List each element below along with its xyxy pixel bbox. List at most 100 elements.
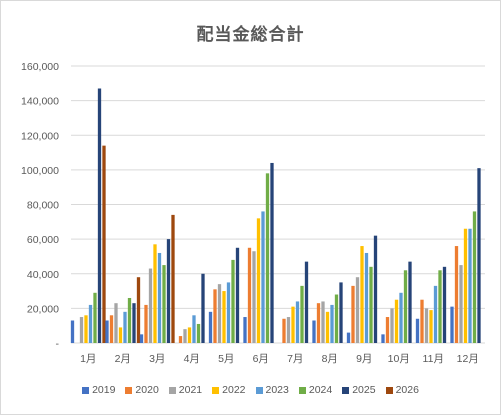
bar <box>226 282 231 343</box>
bar <box>196 323 201 343</box>
legend-swatch <box>212 386 220 394</box>
bar <box>472 211 477 343</box>
bar <box>88 304 93 343</box>
bar <box>127 297 132 343</box>
bar <box>282 318 286 343</box>
bar <box>118 327 123 343</box>
bar <box>295 301 300 343</box>
y-tick-label: 40,000 <box>27 269 59 281</box>
y-tick-label: 20,000 <box>27 303 59 315</box>
bar <box>166 239 171 343</box>
bar <box>415 318 420 343</box>
bar <box>261 211 265 343</box>
bar <box>346 332 351 343</box>
y-tick-label: 120,000 <box>21 130 59 142</box>
bar <box>351 285 355 343</box>
bar <box>381 334 385 343</box>
legend-swatch <box>255 386 263 394</box>
bar <box>109 315 114 343</box>
bar <box>459 265 463 343</box>
legend-label: 2025 <box>352 384 376 396</box>
bar <box>300 285 304 343</box>
x-tick-label: 1月 <box>80 353 96 365</box>
y-tick-label: 140,000 <box>21 96 59 108</box>
legend-label: 2020 <box>135 384 159 396</box>
bar <box>102 145 106 343</box>
bar <box>187 327 192 343</box>
bar <box>442 266 447 343</box>
bar <box>178 336 183 343</box>
bar <box>429 310 433 343</box>
bar <box>222 291 226 343</box>
bar <box>157 252 162 343</box>
bar <box>153 244 157 343</box>
legend-label: 2021 <box>178 384 203 396</box>
bar <box>213 289 217 343</box>
bar <box>123 311 127 343</box>
legend-item: 2025 <box>342 384 376 396</box>
x-tick-label: 8月 <box>322 353 338 365</box>
chart-title: 配当金総合計 <box>196 25 305 44</box>
bar <box>463 228 468 343</box>
legend-swatch <box>385 386 393 394</box>
bar <box>93 292 97 343</box>
legend-item: 2020 <box>125 384 159 396</box>
bar <box>286 317 291 343</box>
bar <box>394 299 399 343</box>
x-tick-label: 10月 <box>388 353 410 365</box>
x-tick-label: 3月 <box>149 353 165 365</box>
legend-label: 2024 <box>308 384 333 396</box>
x-tick-label: 7月 <box>287 353 303 365</box>
x-tick-label: 11月 <box>423 353 444 365</box>
y-tick-label: 100,000 <box>21 165 59 177</box>
bar <box>201 273 205 343</box>
bar <box>373 235 378 343</box>
legend: 2019 2020 2021 2022 2023 2024 2025 2026 <box>1 384 500 396</box>
bar <box>312 320 316 343</box>
bar <box>334 294 339 343</box>
x-tick-label: 2月 <box>115 353 131 365</box>
bar <box>132 303 136 343</box>
legend-swatch <box>342 386 350 394</box>
bar <box>403 270 408 343</box>
bar <box>171 214 175 343</box>
bar <box>79 317 84 343</box>
bar <box>139 334 144 343</box>
bar <box>316 303 321 343</box>
bar <box>70 320 75 343</box>
bar <box>235 247 240 343</box>
bar <box>390 308 394 343</box>
bar <box>438 270 442 343</box>
bar <box>270 162 274 343</box>
bar <box>105 320 109 343</box>
bar <box>114 303 118 343</box>
legend-swatch <box>168 386 176 394</box>
legend-item: 2024 <box>298 384 333 396</box>
legend-item: 2021 <box>168 384 203 396</box>
bar <box>360 246 364 343</box>
bar <box>385 317 390 343</box>
bar <box>256 218 261 343</box>
legend-label: 2023 <box>265 384 289 396</box>
bar <box>217 284 222 343</box>
y-tick-label: 160,000 <box>21 61 59 73</box>
bar <box>243 317 247 343</box>
x-tick-label: 12月 <box>457 353 479 365</box>
bar <box>408 261 412 343</box>
bar <box>247 247 252 343</box>
bar <box>162 265 166 343</box>
y-tick-label: 80,000 <box>27 200 59 212</box>
bar <box>84 315 88 343</box>
bar <box>144 304 148 343</box>
y-tick-label: 60,000 <box>27 234 59 246</box>
bar <box>355 277 360 343</box>
legend-item: 2022 <box>212 384 246 396</box>
bar <box>433 285 438 343</box>
bar <box>192 315 196 343</box>
bar <box>304 261 309 343</box>
bar <box>148 268 153 343</box>
bar <box>265 173 270 343</box>
bar <box>183 329 187 343</box>
legend-label: 2026 <box>395 384 419 396</box>
